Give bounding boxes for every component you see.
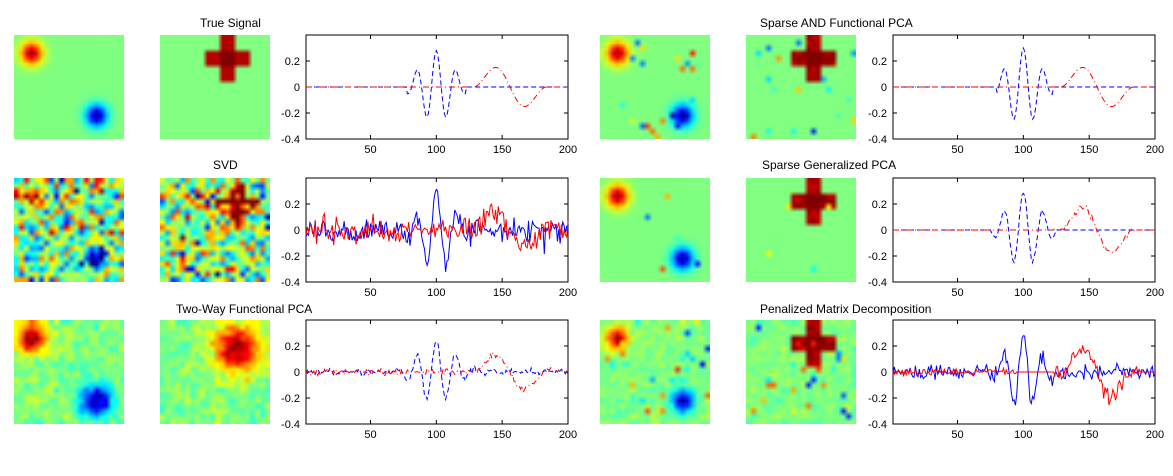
x-tick-label: 100 bbox=[427, 144, 445, 156]
x-tick-label: 100 bbox=[1014, 429, 1032, 441]
series-line-red bbox=[892, 345, 1155, 406]
heatmap-spatial-2 bbox=[14, 178, 124, 282]
series-line-blue bbox=[892, 335, 1156, 406]
heatmap-spatial-1 bbox=[14, 35, 124, 139]
heatmap-spatial-3 bbox=[14, 320, 124, 424]
y-tick-label: -0.4 bbox=[868, 277, 887, 289]
heatmap-cross-2 bbox=[160, 178, 270, 282]
x-tick-label: 50 bbox=[951, 144, 963, 156]
heatmap-spatial-5 bbox=[600, 178, 710, 282]
line-plot-6: 50 100 150 200 0.2 0 -0.2 -0.4 bbox=[868, 319, 1164, 441]
y-tick-label: 0 bbox=[294, 82, 300, 94]
x-tick-label: 100 bbox=[427, 429, 445, 441]
series-line-red bbox=[893, 204, 1155, 253]
y-tick-label: -0.2 bbox=[868, 251, 887, 263]
panel-title: True Signal bbox=[200, 16, 261, 30]
series-line-red bbox=[893, 66, 1155, 108]
line-plot-5: 50 100 150 200 0.2 0 -0.2 -0.4 bbox=[868, 177, 1164, 299]
y-tick-label: -0.4 bbox=[281, 277, 300, 289]
line-plot-1: 50 100 150 200 0.2 0 -0.2 -0.4 bbox=[281, 34, 577, 156]
x-tick-label: 50 bbox=[364, 144, 376, 156]
line-plot-3: 50 100 150 200 0.2 0 -0.2 -0.4 bbox=[281, 319, 577, 441]
x-tick-label: 50 bbox=[951, 429, 963, 441]
heatmap-cross-1 bbox=[160, 35, 270, 139]
y-tick-label: 0 bbox=[294, 225, 300, 237]
axes-frame bbox=[305, 319, 569, 425]
panel-title: SVD bbox=[213, 158, 238, 172]
x-tick-label: 200 bbox=[1146, 144, 1164, 156]
panel-title: Sparse AND Functional PCA bbox=[760, 16, 913, 30]
heatmap-cross-6 bbox=[746, 320, 856, 424]
y-tick-label: -0.2 bbox=[281, 108, 300, 120]
y-tick-label: -0.2 bbox=[868, 393, 887, 405]
heatmap-cross-4 bbox=[746, 35, 856, 139]
y-tick-label: 0.2 bbox=[872, 341, 887, 353]
x-tick-label: 150 bbox=[1080, 429, 1098, 441]
y-tick-label: -0.4 bbox=[868, 419, 887, 431]
x-tick-label: 150 bbox=[1080, 144, 1098, 156]
y-tick-label: -0.2 bbox=[868, 108, 887, 120]
x-tick-label: 200 bbox=[559, 144, 577, 156]
panel-title: Sparse Generalized PCA bbox=[762, 158, 897, 172]
x-tick-label: 100 bbox=[1014, 144, 1032, 156]
y-tick-label: 0.2 bbox=[872, 56, 887, 68]
y-tick-label: 0 bbox=[881, 225, 887, 237]
panel-title: Two-Way Functional PCA bbox=[176, 302, 313, 316]
x-tick-label: 200 bbox=[559, 429, 577, 441]
x-tick-label: 200 bbox=[559, 287, 577, 299]
heatmap-spatial-6 bbox=[600, 320, 710, 424]
x-tick-label: 150 bbox=[493, 287, 511, 299]
y-tick-label: 0.2 bbox=[872, 199, 887, 211]
x-tick-label: 50 bbox=[364, 429, 376, 441]
x-tick-label: 50 bbox=[951, 287, 963, 299]
y-tick-label: 0.2 bbox=[285, 199, 300, 211]
y-tick-label: -0.2 bbox=[281, 393, 300, 405]
line-plot-4: 50 100 150 200 0.2 0 -0.2 -0.4 bbox=[868, 34, 1164, 156]
y-tick-label: -0.4 bbox=[281, 134, 300, 146]
series-line-blue bbox=[305, 341, 569, 402]
x-tick-label: 200 bbox=[1146, 287, 1164, 299]
y-tick-label: 0 bbox=[881, 82, 887, 94]
heatmap-spatial-4 bbox=[600, 35, 710, 139]
x-tick-label: 150 bbox=[493, 144, 511, 156]
x-tick-label: 100 bbox=[1014, 287, 1032, 299]
series-line-red bbox=[305, 202, 569, 252]
y-tick-label: 0.2 bbox=[285, 56, 300, 68]
heatmap-cross-5 bbox=[746, 178, 856, 282]
x-tick-label: 100 bbox=[427, 287, 445, 299]
y-tick-label: 0.2 bbox=[285, 341, 300, 353]
heatmap-cross-3 bbox=[160, 320, 270, 424]
x-tick-label: 150 bbox=[493, 429, 511, 441]
series-line-red bbox=[306, 66, 568, 108]
y-tick-label: 0 bbox=[294, 367, 300, 379]
x-tick-label: 150 bbox=[1080, 287, 1098, 299]
series-line-red bbox=[305, 352, 569, 393]
x-tick-label: 200 bbox=[1146, 429, 1164, 441]
y-tick-label: -0.4 bbox=[868, 134, 887, 146]
series-line-blue bbox=[305, 188, 569, 273]
line-plot-2: 50 100 150 200 0.2 0 -0.2 -0.4 bbox=[281, 177, 577, 299]
y-tick-label: -0.2 bbox=[281, 251, 300, 263]
y-tick-label: -0.4 bbox=[281, 419, 300, 431]
x-tick-label: 50 bbox=[364, 287, 376, 299]
panel-title: Penalized Matrix Decomposition bbox=[760, 302, 932, 316]
y-tick-label: 0 bbox=[881, 367, 887, 379]
